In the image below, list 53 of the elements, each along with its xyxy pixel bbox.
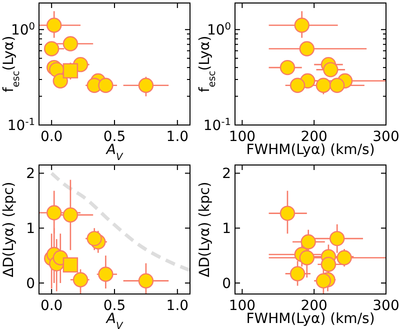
- x-tick-label: 100: [228, 298, 256, 314]
- point: [330, 230, 345, 246]
- x-tick-label: 300: [372, 298, 400, 314]
- point: [280, 60, 296, 76]
- x-axis-title: A$_{V}$: [105, 142, 124, 162]
- x-tick-label: 0.5: [103, 129, 126, 145]
- x-tick-label: 200: [300, 298, 328, 314]
- point: [62, 207, 78, 223]
- x-tick-label: 1.0: [166, 298, 189, 314]
- y-tick-label: 2: [222, 166, 231, 182]
- point: [138, 273, 154, 288]
- point: [72, 272, 88, 288]
- x-tick-label: 0.0: [40, 298, 63, 314]
- point: [86, 230, 102, 246]
- x-axis-title: FWHM(Lyα) (km/s): [246, 311, 375, 327]
- x-tick-label: 0.0: [40, 129, 63, 145]
- point: [46, 205, 62, 220]
- point: [98, 78, 114, 94]
- y-tick-label: 1: [26, 221, 35, 238]
- point: [138, 78, 154, 94]
- y-tick-label: 0: [26, 276, 35, 292]
- point: [316, 273, 332, 288]
- point: [46, 18, 62, 33]
- point: [299, 41, 315, 56]
- point: [290, 266, 306, 282]
- point: [98, 266, 114, 282]
- y-tick-label: 2: [26, 166, 35, 182]
- point: [62, 36, 78, 52]
- x-tick-label: 100: [228, 129, 256, 145]
- line-series: [50, 171, 190, 272]
- point: [330, 78, 345, 94]
- point: [44, 41, 60, 56]
- point: [300, 234, 316, 250]
- point: [62, 257, 78, 273]
- y-axis-title: ΔD(Lyα) (kpc): [1, 182, 17, 278]
- y-tick-label: 10$^{-1}$: [203, 116, 231, 134]
- x-tick-label: 300: [372, 129, 400, 145]
- point: [320, 256, 336, 272]
- x-tick-label: 200: [300, 129, 328, 145]
- x-axis-title: FWHM(Lyα) (km/s): [246, 142, 375, 158]
- x-tick-label: 1.0: [166, 129, 189, 145]
- x-tick-label: 0.5: [103, 298, 126, 314]
- y-tick-label: 1: [222, 221, 231, 238]
- y-axis-title: ΔD(Lyα) (kpc): [197, 182, 213, 278]
- y-tick-label: 10$^{-1}$: [7, 116, 35, 134]
- point: [323, 62, 338, 78]
- point: [299, 250, 315, 266]
- point: [52, 73, 68, 88]
- x-axis-title: A$_{V}$: [105, 311, 124, 329]
- point: [294, 18, 310, 33]
- y-tick-label: 0: [222, 276, 231, 292]
- point: [280, 206, 296, 221]
- point: [290, 78, 306, 94]
